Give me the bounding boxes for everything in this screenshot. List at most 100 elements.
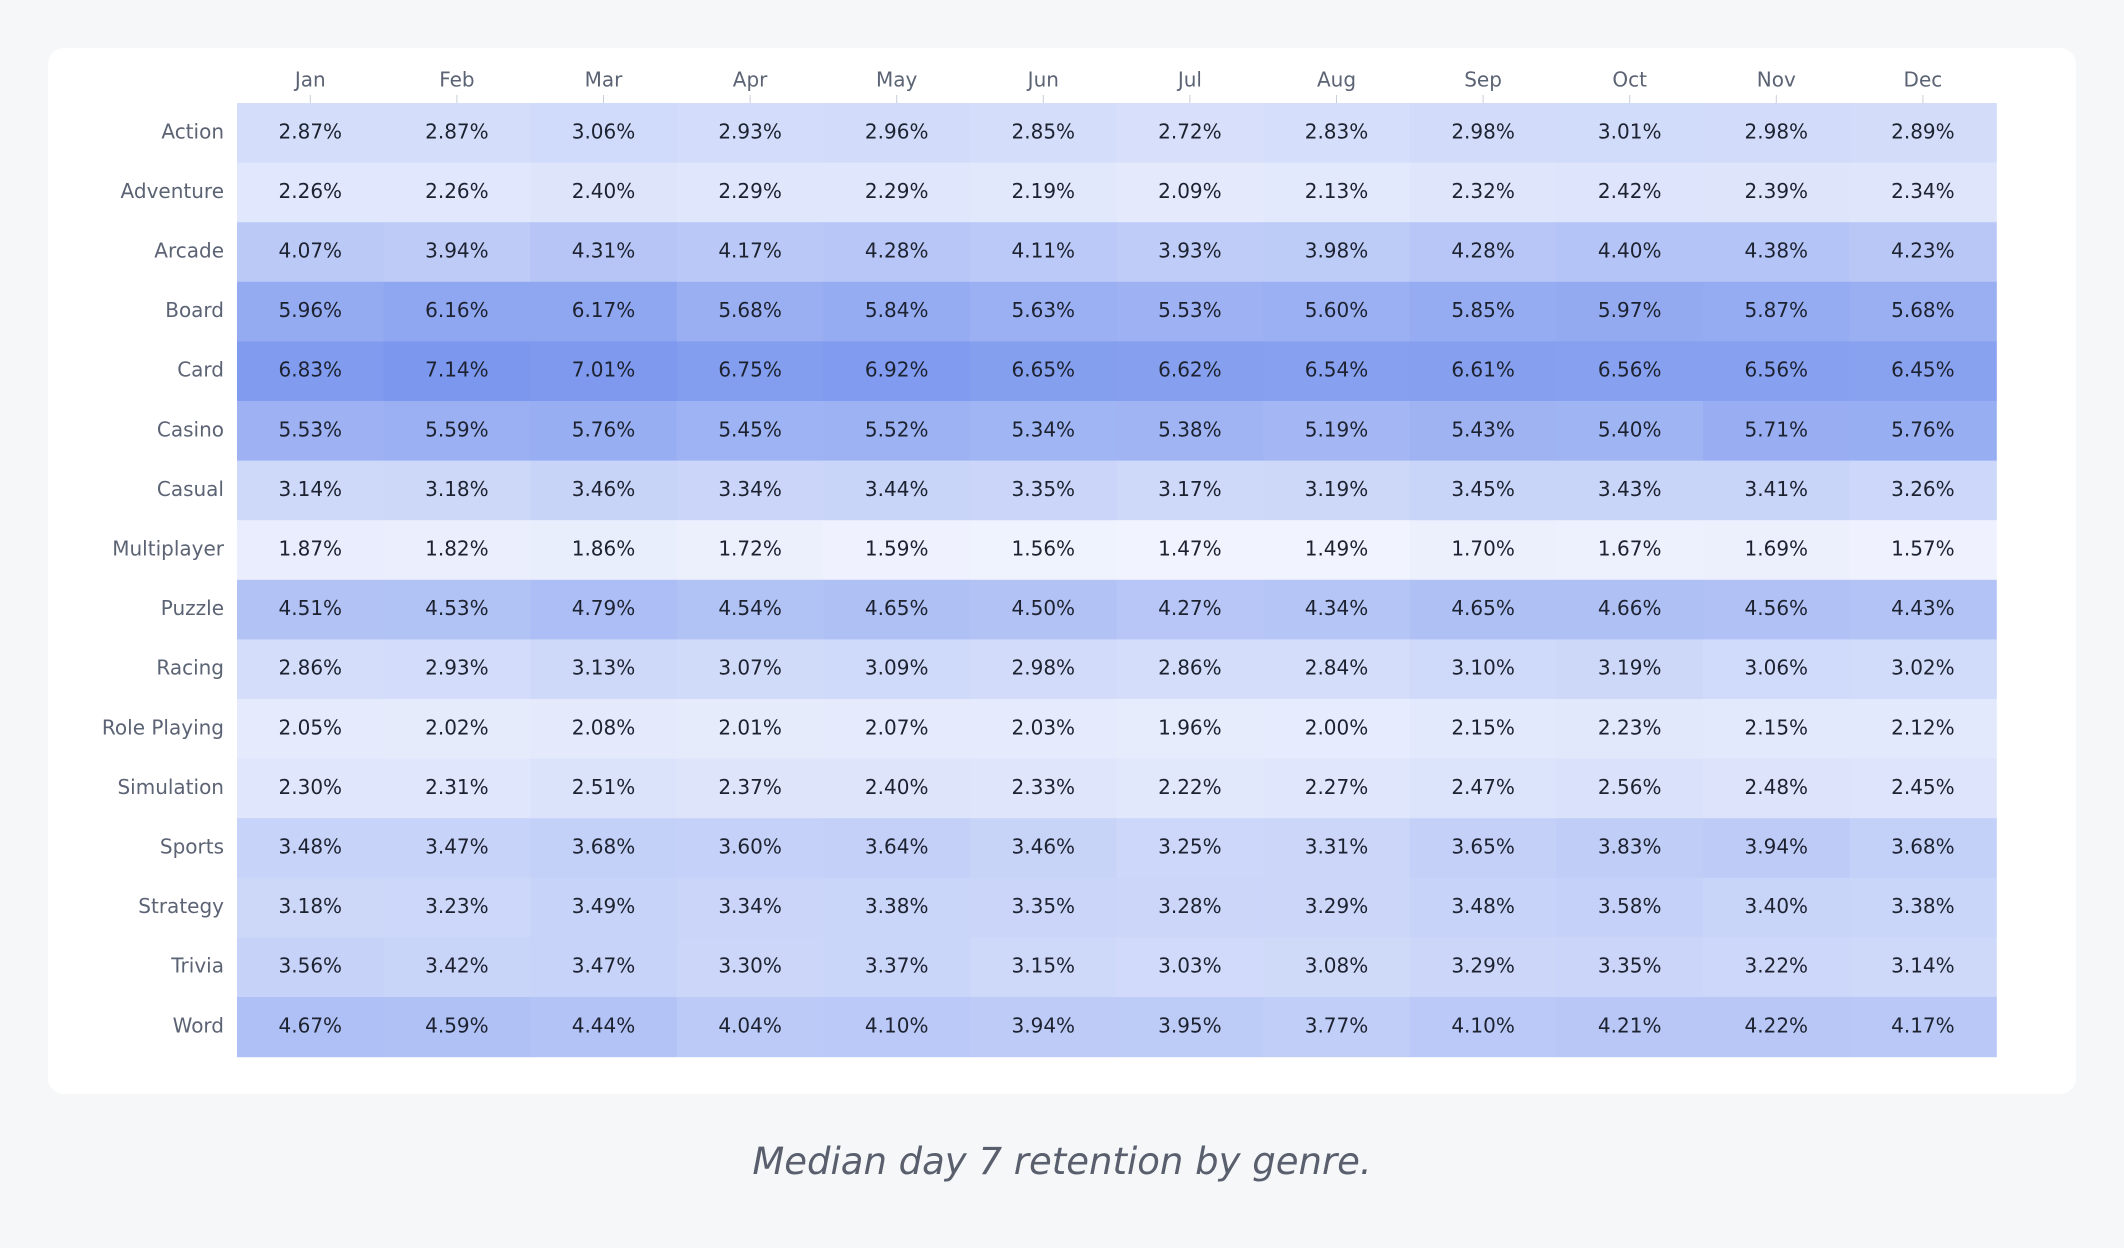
- heatmap-cell-label: 2.07%: [865, 715, 929, 739]
- heatmap-cell-label: 6.56%: [1745, 358, 1809, 382]
- heatmap-cell-label: 3.94%: [1012, 1013, 1076, 1037]
- heatmap-cell-label: 4.07%: [279, 239, 343, 263]
- heatmap-cell-label: 4.31%: [572, 239, 636, 263]
- heatmap-cell-label: 3.10%: [1451, 656, 1515, 680]
- month-label-may: May: [876, 68, 918, 92]
- heatmap-cell: [383, 699, 531, 760]
- heatmap-cell-label: 3.06%: [1745, 656, 1809, 680]
- heatmap-cell: [1556, 103, 1704, 164]
- heatmap-cell-label: 3.23%: [425, 894, 489, 918]
- heatmap-cell-label: 3.37%: [865, 954, 929, 978]
- heatmap-cell: [1263, 162, 1411, 223]
- heatmap-cell-label: 4.54%: [718, 596, 782, 620]
- heatmap-cell: [1263, 997, 1411, 1058]
- heatmap-cell: [237, 579, 385, 640]
- heatmap-cell: [1849, 460, 1997, 521]
- heatmap-cell: [530, 401, 678, 462]
- heatmap-cell-label: 3.29%: [1305, 894, 1369, 918]
- heatmap-cell: [970, 758, 1118, 819]
- genre-label-action: Action: [161, 119, 224, 143]
- heatmap-cell-label: 4.17%: [718, 239, 782, 263]
- heatmap-cell: [237, 818, 385, 879]
- heatmap-cell: [237, 937, 385, 998]
- heatmap-cell: [1703, 520, 1851, 581]
- heatmap-cell-label: 3.68%: [572, 835, 636, 859]
- heatmap-cell-label: 5.53%: [1158, 298, 1222, 322]
- heatmap-cell: [1556, 520, 1704, 581]
- heatmap-cell-label: 2.33%: [1012, 775, 1076, 799]
- heatmap-cell-label: 2.37%: [718, 775, 782, 799]
- heatmap-cell-label: 2.19%: [1012, 179, 1076, 203]
- heatmap-cell: [970, 639, 1118, 700]
- heatmap-cell: [383, 162, 531, 223]
- heatmap-cell: [1263, 103, 1411, 164]
- heatmap-cell-label: 4.28%: [865, 239, 929, 263]
- heatmap-cell-label: 5.76%: [572, 417, 636, 441]
- heatmap-cell: [237, 103, 385, 164]
- heatmap-cell: [1849, 699, 1997, 760]
- heatmap-cell-label: 6.56%: [1598, 358, 1662, 382]
- heatmap-cell-label: 5.19%: [1305, 417, 1369, 441]
- heatmap-cell-label: 3.64%: [865, 835, 929, 859]
- heatmap-cell: [1116, 460, 1264, 521]
- heatmap-cell-label: 2.85%: [1012, 119, 1076, 143]
- heatmap-cell-label: 4.11%: [1012, 239, 1076, 263]
- heatmap-cell-label: 2.40%: [865, 775, 929, 799]
- heatmap-cell-label: 1.82%: [425, 537, 489, 561]
- heatmap-cell: [1703, 401, 1851, 462]
- heatmap-cell-label: 4.28%: [1451, 239, 1515, 263]
- heatmap-cell-label: 3.35%: [1012, 477, 1076, 501]
- heatmap-cell: [1849, 877, 1997, 938]
- heatmap-cell: [1116, 520, 1264, 581]
- heatmap-cell: [1703, 997, 1851, 1058]
- heatmap-cell: [530, 520, 678, 581]
- heatmap-cell-label: 3.30%: [718, 954, 782, 978]
- heatmap-cell: [383, 520, 531, 581]
- heatmap-cell: [823, 818, 971, 879]
- heatmap-cell-label: 3.98%: [1305, 239, 1369, 263]
- heatmap-cell-label: 2.89%: [1891, 119, 1955, 143]
- heatmap-cell-label: 3.48%: [279, 835, 343, 859]
- heatmap-cell: [1116, 341, 1264, 402]
- month-label-feb: Feb: [439, 68, 474, 92]
- heatmap-cell-label: 3.56%: [279, 954, 343, 978]
- heatmap-cell-label: 3.44%: [865, 477, 929, 501]
- heatmap-cell: [1409, 401, 1557, 462]
- heatmap-cell: [383, 877, 531, 938]
- heatmap-cell-label: 2.39%: [1745, 179, 1809, 203]
- heatmap-cell-label: 2.30%: [279, 775, 343, 799]
- heatmap-cell-label: 3.17%: [1158, 477, 1222, 501]
- heatmap-cell: [1556, 401, 1704, 462]
- heatmap-cell-label: 3.38%: [865, 894, 929, 918]
- heatmap-cell-label: 4.59%: [425, 1013, 489, 1037]
- heatmap-cell: [1263, 877, 1411, 938]
- heatmap-cell: [823, 877, 971, 938]
- heatmap-cell-label: 1.47%: [1158, 537, 1222, 561]
- heatmap-cell: [823, 281, 971, 342]
- heatmap-cell: [1409, 937, 1557, 998]
- heatmap-cell-label: 2.15%: [1451, 715, 1515, 739]
- heatmap-cell: [970, 281, 1118, 342]
- genre-label-racing: Racing: [156, 656, 224, 680]
- heatmap-cell-label: 3.34%: [718, 894, 782, 918]
- heatmap-cell: [1263, 281, 1411, 342]
- heatmap-cell: [1263, 341, 1411, 402]
- heatmap-cell-label: 3.02%: [1891, 656, 1955, 680]
- heatmap-cell-label: 5.43%: [1451, 417, 1515, 441]
- heatmap-cell-label: 5.52%: [865, 417, 929, 441]
- heatmap-cell: [530, 579, 678, 640]
- heatmap-cell: [530, 460, 678, 521]
- heatmap-cell: [530, 222, 678, 283]
- heatmap-cell-label: 3.94%: [425, 239, 489, 263]
- heatmap-cell-label: 5.38%: [1158, 417, 1222, 441]
- heatmap-cell: [970, 579, 1118, 640]
- heatmap-cell: [1703, 699, 1851, 760]
- heatmap-cell: [676, 103, 824, 164]
- heatmap-cell: [970, 341, 1118, 402]
- heatmap-cell-label: 3.48%: [1451, 894, 1515, 918]
- heatmap-cell-label: 2.42%: [1598, 179, 1662, 203]
- genre-label-sports: Sports: [160, 835, 224, 859]
- heatmap-cell: [1409, 460, 1557, 521]
- heatmap-cell: [1409, 162, 1557, 223]
- heatmap-cell: [1263, 520, 1411, 581]
